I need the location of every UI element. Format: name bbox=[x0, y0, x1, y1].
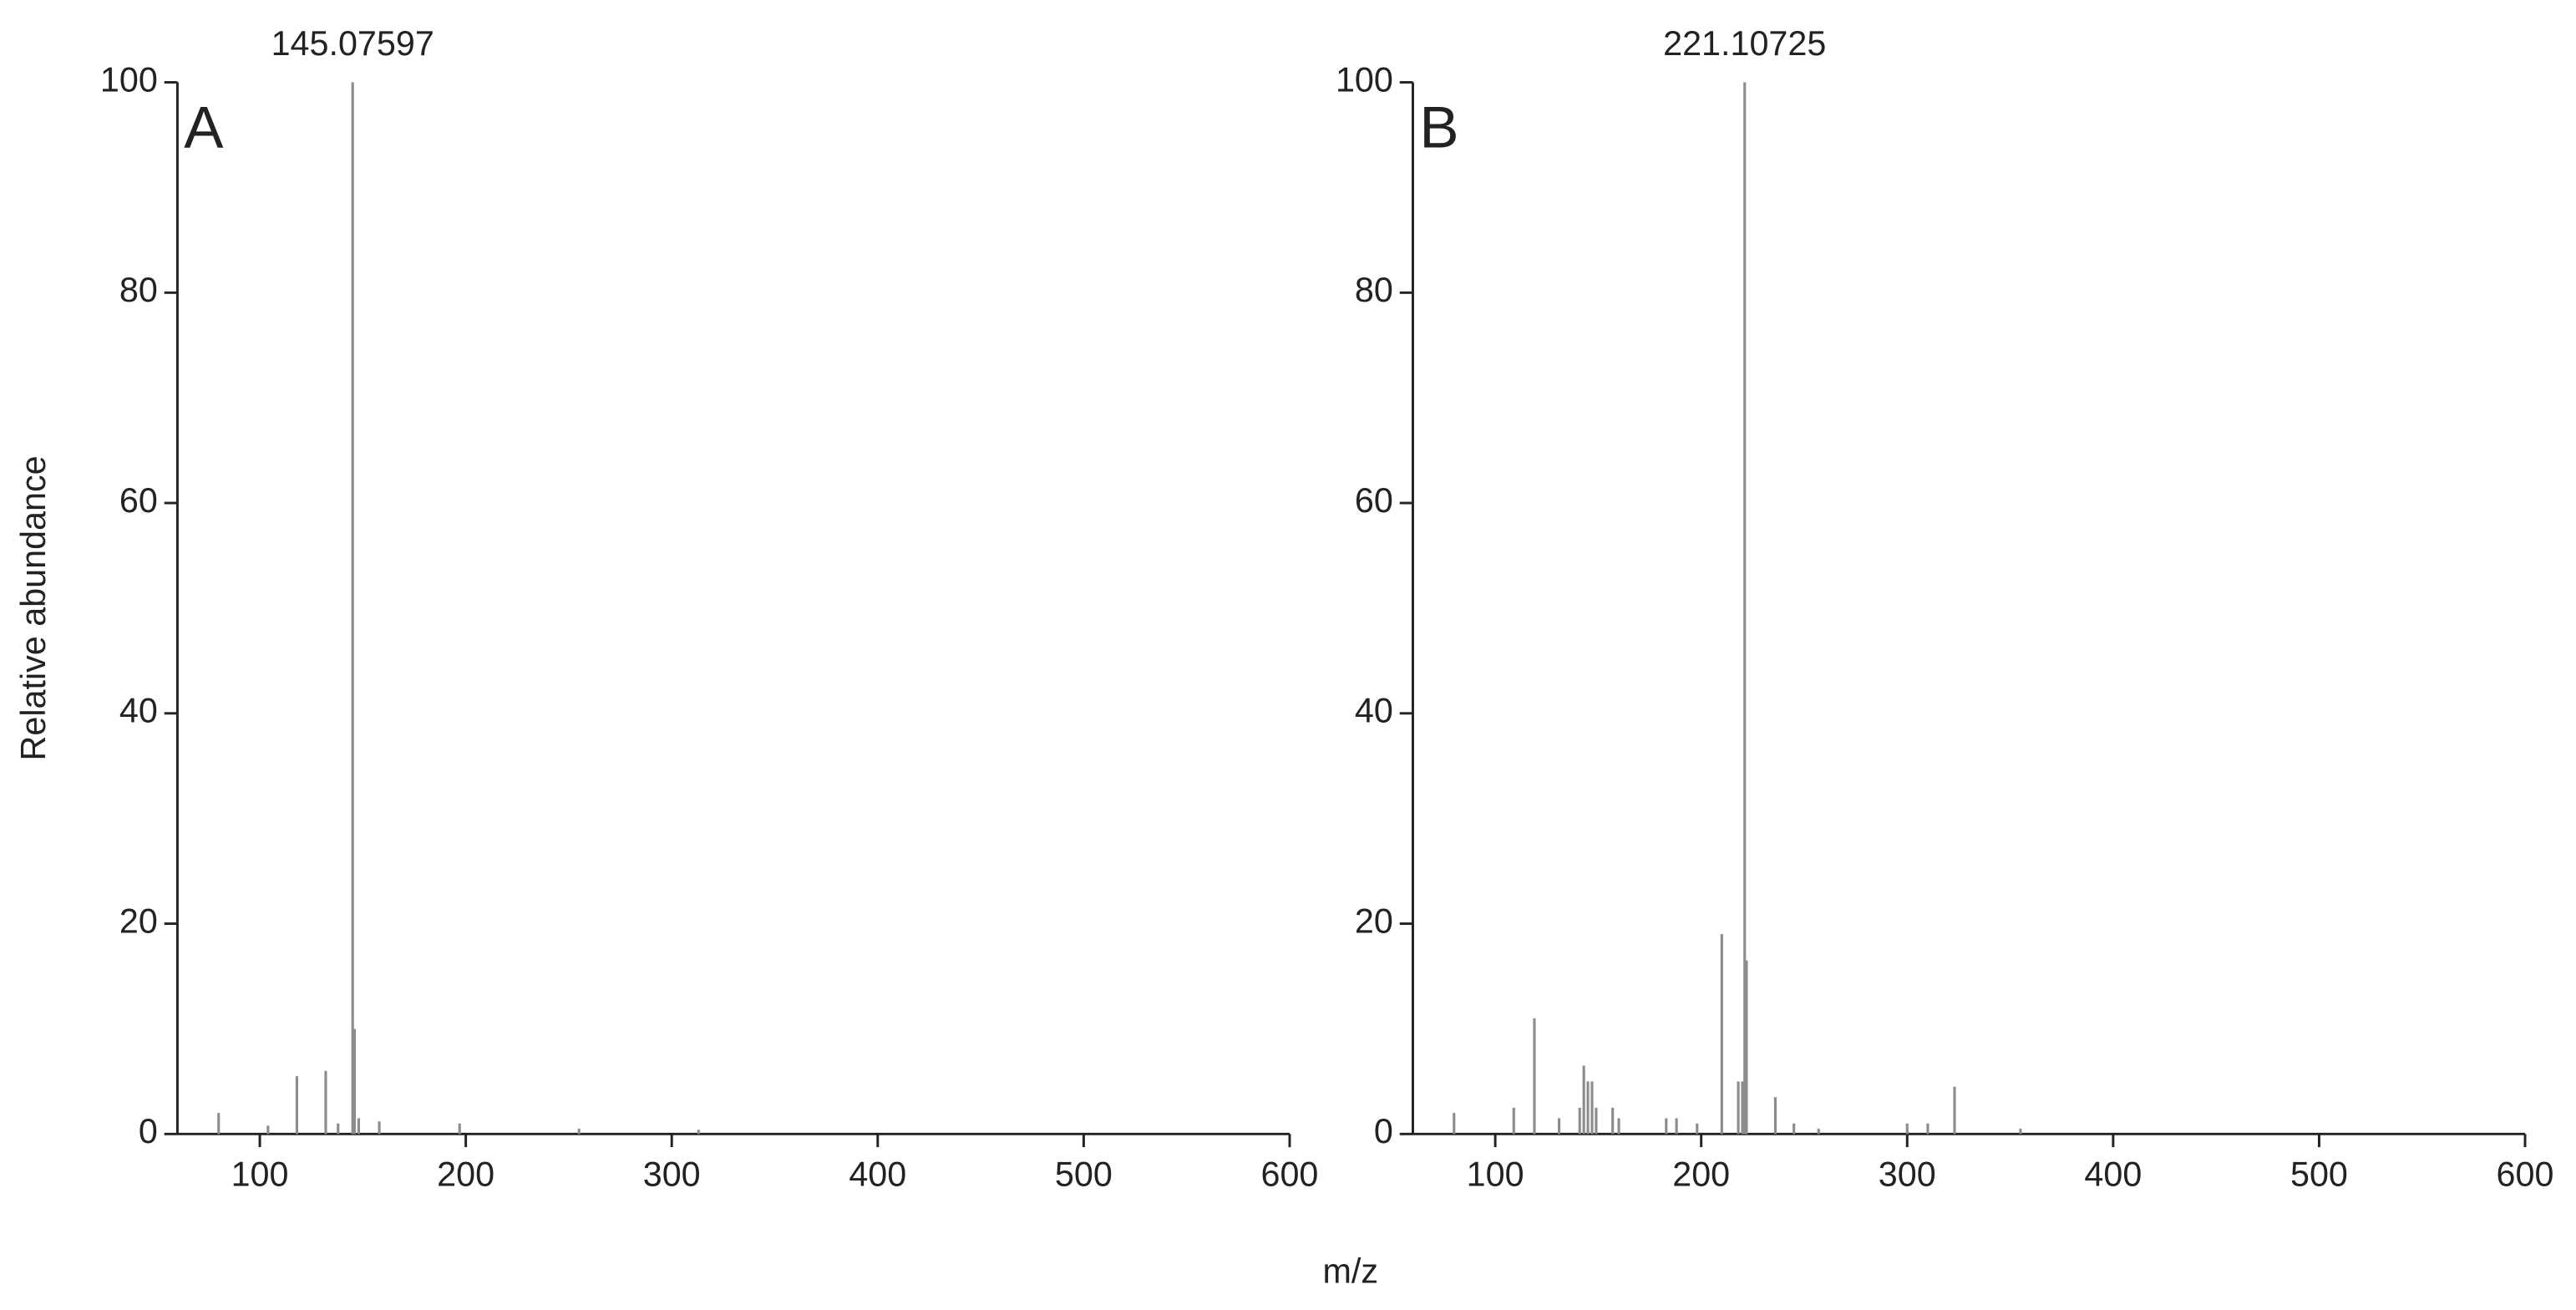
y-tick-label: 100 bbox=[1336, 60, 1393, 99]
x-tick-label: 100 bbox=[1467, 1155, 1524, 1193]
y-tick-label: 40 bbox=[1355, 692, 1393, 730]
y-axis-label: Relative abundance bbox=[14, 455, 53, 760]
y-tick-label: 20 bbox=[119, 901, 158, 940]
x-tick-label: 500 bbox=[2290, 1155, 2348, 1193]
peak-annotation: 221.10725 bbox=[1663, 24, 1826, 63]
panel-label: B bbox=[1419, 94, 1458, 160]
y-tick-label: 0 bbox=[139, 1112, 158, 1150]
x-tick-label: 400 bbox=[2084, 1155, 2142, 1193]
x-tick-label: 200 bbox=[1672, 1155, 1730, 1193]
x-tick-label: 200 bbox=[437, 1155, 494, 1193]
peak-annotation: 145.07597 bbox=[271, 24, 434, 63]
x-tick-label: 100 bbox=[231, 1155, 289, 1193]
y-tick-label: 60 bbox=[119, 481, 158, 520]
x-axis-label: m/z bbox=[1322, 1252, 1378, 1290]
y-tick-label: 0 bbox=[1374, 1112, 1393, 1150]
y-tick-label: 100 bbox=[100, 60, 158, 99]
y-tick-label: 40 bbox=[119, 692, 158, 730]
y-tick-label: 60 bbox=[1355, 481, 1393, 520]
x-tick-label: 400 bbox=[849, 1155, 906, 1193]
x-tick-label: 300 bbox=[1879, 1155, 1936, 1193]
y-tick-label: 20 bbox=[1355, 901, 1393, 940]
y-tick-label: 80 bbox=[119, 271, 158, 309]
x-tick-label: 500 bbox=[1055, 1155, 1113, 1193]
x-tick-label: 600 bbox=[1261, 1155, 1319, 1193]
y-tick-label: 80 bbox=[1355, 271, 1393, 309]
x-tick-label: 300 bbox=[643, 1155, 701, 1193]
x-tick-label: 600 bbox=[2497, 1155, 2554, 1193]
panel-label: A bbox=[184, 94, 224, 160]
